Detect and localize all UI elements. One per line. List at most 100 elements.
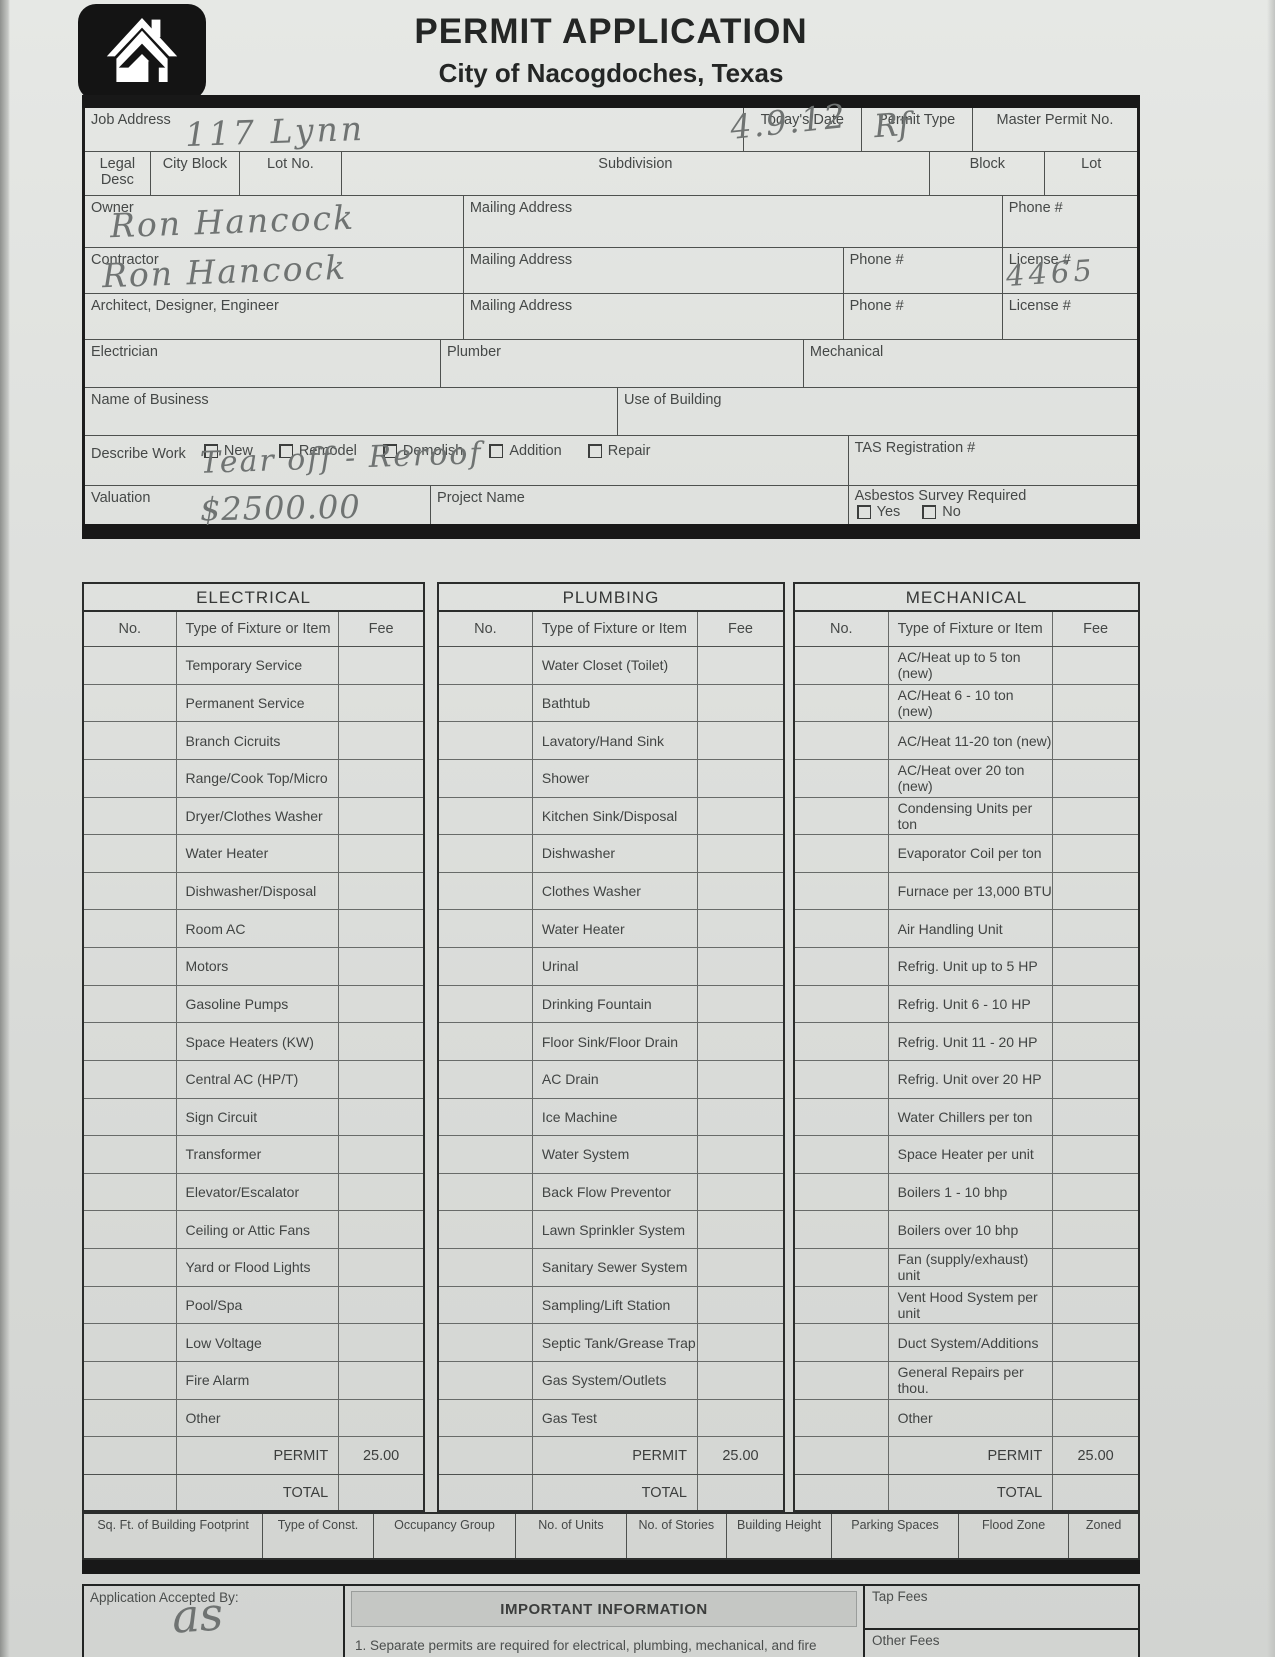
lot-no-field: Lot No. (240, 152, 342, 195)
phone-label: Phone # (1008, 200, 1063, 216)
fee-cell (696, 835, 783, 872)
contractor-label: Contractor (91, 252, 159, 268)
mechanical-label: Mechanical (809, 344, 884, 360)
asbestos-survey-label: Asbestos Survey Required (854, 488, 1027, 504)
electrician-label: Electrician (91, 344, 158, 360)
permit-row: PERMIT 25.00 (795, 1437, 1138, 1474)
total-label: TOTAL (531, 1475, 697, 1510)
fee-item-row: Water Closet (Toilet) (439, 647, 783, 685)
total-fee-cell (696, 1475, 783, 1510)
fee-item-row: Room AC (84, 910, 423, 948)
fee-item-row: Floor Sink/Floor Drain (439, 1023, 783, 1061)
lot-field: Lot (1045, 152, 1137, 195)
asbestos-option: No (922, 504, 961, 520)
item-label: Refrig. Unit up to 5 HP (887, 948, 1053, 985)
license-label: License # (1008, 252, 1071, 268)
item-label: AC/Heat over 20 ton (new) (887, 759, 1053, 797)
building-info-field: Sq. Ft. of Building Footprint (84, 1514, 264, 1558)
fee-cell (338, 872, 423, 910)
item-label: Fire Alarm (175, 1361, 339, 1399)
permit-fee-value: 25.00 (1052, 1437, 1138, 1474)
fee-item-row: Sign Circuit (84, 1098, 423, 1137)
fee-cell (338, 1023, 423, 1060)
fee-item-row: Water Heater (84, 835, 423, 873)
city-logo (78, 4, 206, 100)
fee-cell (696, 1136, 783, 1173)
describe-work-options: New Remodel Demolish (203, 443, 651, 459)
row-owner: Owner Mailing Address Phone # (85, 196, 1137, 248)
page-title: PERMIT APPLICATION (414, 12, 808, 51)
qty-cell (439, 1023, 532, 1060)
asbestos-option-label: Yes (876, 504, 901, 520)
fee-cell (696, 1023, 783, 1060)
column-header-no: No. (474, 621, 497, 637)
mailing-address-label: Mailing Address (469, 200, 573, 216)
fee-cell (338, 647, 423, 684)
item-label: Fan (supply/exhaust) unit (887, 1249, 1053, 1286)
work-type-option-label: New (223, 443, 253, 459)
qty-cell (795, 873, 888, 910)
work-type-option: New (203, 443, 253, 459)
fee-item-row: Central AC (HP/T) (84, 1060, 423, 1099)
work-type-option-label: Repair (607, 443, 651, 459)
item-label: Refrig. Unit over 20 HP (887, 1060, 1053, 1098)
fee-cell (696, 985, 783, 1023)
item-label: Range/Cook Top/Micro (175, 759, 339, 797)
architect-label: Architect, Designer, Engineer (91, 298, 279, 314)
checkbox-icon (278, 444, 293, 458)
fee-item-row: Water Chillers per ton (795, 1098, 1138, 1137)
row-job-address: Job Address Today's Date Permit Type Mas… (85, 108, 1137, 152)
qty-cell (84, 1211, 176, 1248)
item-label: Dishwasher (531, 835, 697, 872)
item-label: Septic Tank/Grease Trap (531, 1324, 697, 1361)
row-legal-desc: Legal Desc City Block Lot No. Subdivisio… (85, 152, 1137, 196)
qty-cell (795, 1174, 888, 1211)
fee-item-row: Ceiling or Attic Fans (84, 1211, 423, 1249)
total-row: TOTAL (84, 1474, 423, 1510)
fee-item-row: Back Flow Preventor (439, 1173, 783, 1212)
qty-cell (795, 986, 888, 1023)
asbestos-survey-field: Asbestos Survey Required Yes No (849, 486, 1137, 524)
work-type-option-label: Remodel (298, 443, 357, 459)
row-describe-work: Describe Work New Remodel (85, 436, 1137, 486)
checkbox-icon (922, 505, 937, 519)
job-address-handwriting: 117 Lynn (184, 108, 366, 155)
item-label: Drinking Fountain (531, 985, 697, 1023)
fee-cell (696, 1098, 783, 1136)
fee-cell (696, 1060, 783, 1098)
project-name-field: Project Name (431, 486, 849, 524)
item-label: General Repairs per thou. (887, 1361, 1053, 1399)
qty-cell (795, 1324, 888, 1361)
owner-phone-field: Phone # (1003, 196, 1137, 247)
fee-item-row: Range/Cook Top/Micro (84, 759, 423, 798)
fee-item-row: Shower (439, 759, 783, 798)
mechanical-field: Mechanical (804, 340, 1137, 387)
qty-cell (795, 685, 888, 722)
scan-edge-right (1267, 0, 1275, 1657)
item-label: Branch Cicruits (175, 722, 339, 759)
fee-cell (1052, 647, 1138, 684)
item-label: Gas System/Outlets (531, 1361, 697, 1399)
item-label: Urinal (531, 948, 697, 985)
fee-item-row: Low Voltage (84, 1324, 423, 1362)
fee-cell (696, 1324, 783, 1361)
fee-cell (696, 1211, 783, 1248)
architect-license-field: License # (1003, 294, 1137, 339)
master-permit-no-field: Master Permit No. (973, 108, 1137, 151)
table-body: AC/Heat up to 5 ton (new) AC/Heat 6 - 10… (795, 647, 1138, 1437)
fee-item-row: Branch Cicruits (84, 722, 423, 760)
fee-cell (338, 1249, 423, 1286)
permit-fee-value: 25.00 (338, 1437, 423, 1474)
qty-cell (84, 1136, 176, 1173)
qty-cell (439, 1400, 532, 1437)
qty-cell (84, 1437, 176, 1474)
fee-item-row: Evaporator Coil per ton (795, 835, 1138, 873)
subdivision-label: Subdivision (598, 156, 673, 172)
qty-cell (795, 1099, 888, 1136)
table-title: PLUMBING (439, 584, 783, 612)
item-label: Sanitary Sewer System (531, 1249, 697, 1286)
fee-cell (696, 910, 783, 947)
owner-mailing-field: Mailing Address (464, 196, 1003, 247)
name-of-business-field: Name of Business (85, 388, 618, 435)
electrical-fee-table: ELECTRICAL No. Type of Fixture or Item F… (82, 582, 425, 1512)
